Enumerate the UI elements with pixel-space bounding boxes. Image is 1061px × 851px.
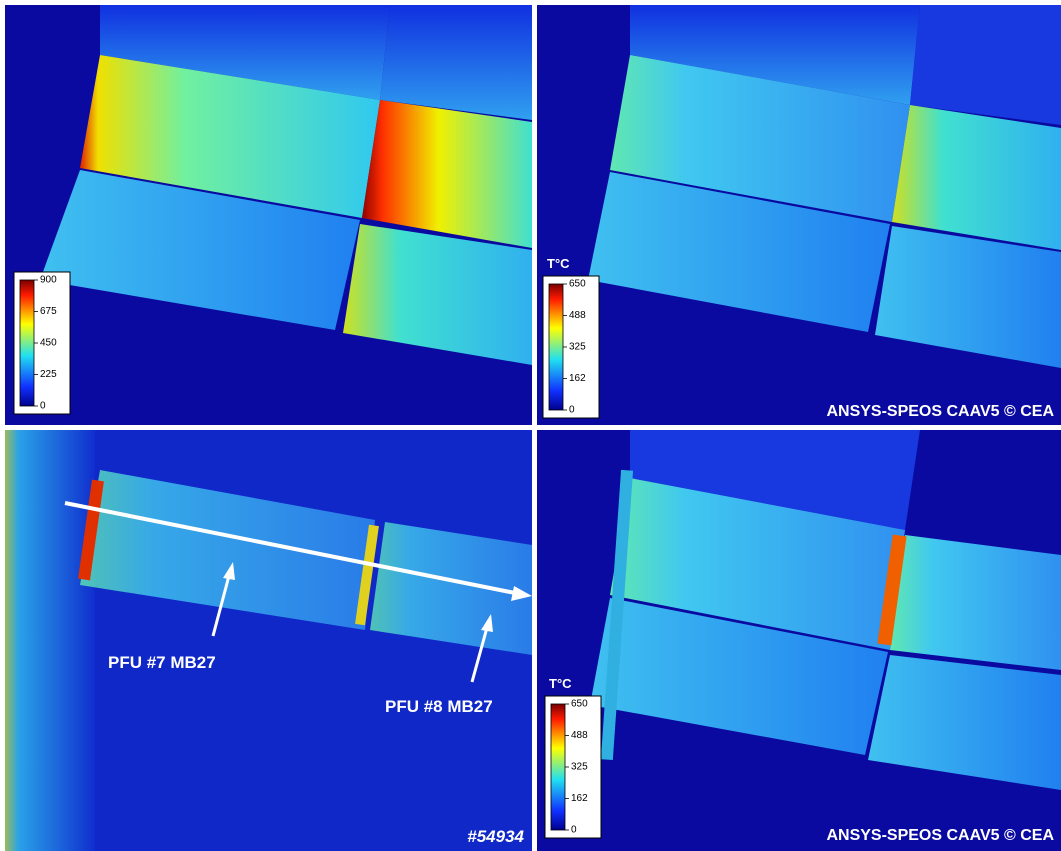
colorbar-label: 162 <box>571 793 588 804</box>
thermal-comparison: 900 675 450 225 0 T°C 650 488 325 162 0 T°C 650 488… <box>0 0 1061 851</box>
colorbar-label: 0 <box>571 825 577 836</box>
credit: ANSYS-SPEOS CAAV5 © CEA <box>826 403 1054 420</box>
colorbar-label: 325 <box>569 342 586 353</box>
colorbar-label: 162 <box>569 373 586 384</box>
page: {"panels": [ {"colorbar": {"ticks": [900… <box>0 0 1061 851</box>
panel-measured <box>5 430 532 851</box>
divider <box>0 425 1061 430</box>
colorbar-label: 0 <box>40 401 46 412</box>
shot-number: #54934 <box>467 827 524 846</box>
colorbar-label: 675 <box>40 306 57 317</box>
pfu-label: PFU #7 MB27 <box>108 653 216 672</box>
colorbar-scale <box>549 284 563 410</box>
unit-label: T°C <box>549 676 572 691</box>
colorbar: T°C 650 488 325 162 0 <box>543 256 599 418</box>
unit-label: T°C <box>547 256 570 271</box>
colorbar-label: 0 <box>569 405 575 416</box>
panel-measured-sim <box>5 5 532 425</box>
pfu-label: PFU #8 MB27 <box>385 697 493 716</box>
colorbar-label: 900 <box>40 275 57 286</box>
colorbar-label: 488 <box>569 310 586 321</box>
colorbar-label: 325 <box>571 762 588 773</box>
colorbar-scale <box>551 704 565 830</box>
panel-sim-a <box>537 5 1061 425</box>
colorbar-label: 650 <box>571 699 588 710</box>
colorbar-label: 225 <box>40 369 57 380</box>
colorbar-label: 488 <box>571 730 588 741</box>
colorbar-label: 650 <box>569 279 586 290</box>
colorbar: 900 675 450 225 0 <box>14 272 70 414</box>
colorbar-scale <box>20 280 34 406</box>
panel-sim-b <box>537 430 1061 851</box>
colorbar-label: 450 <box>40 338 57 349</box>
credit: ANSYS-SPEOS CAAV5 © CEA <box>826 827 1054 844</box>
colorbar: T°C 650 488 325 162 0 <box>545 676 601 838</box>
